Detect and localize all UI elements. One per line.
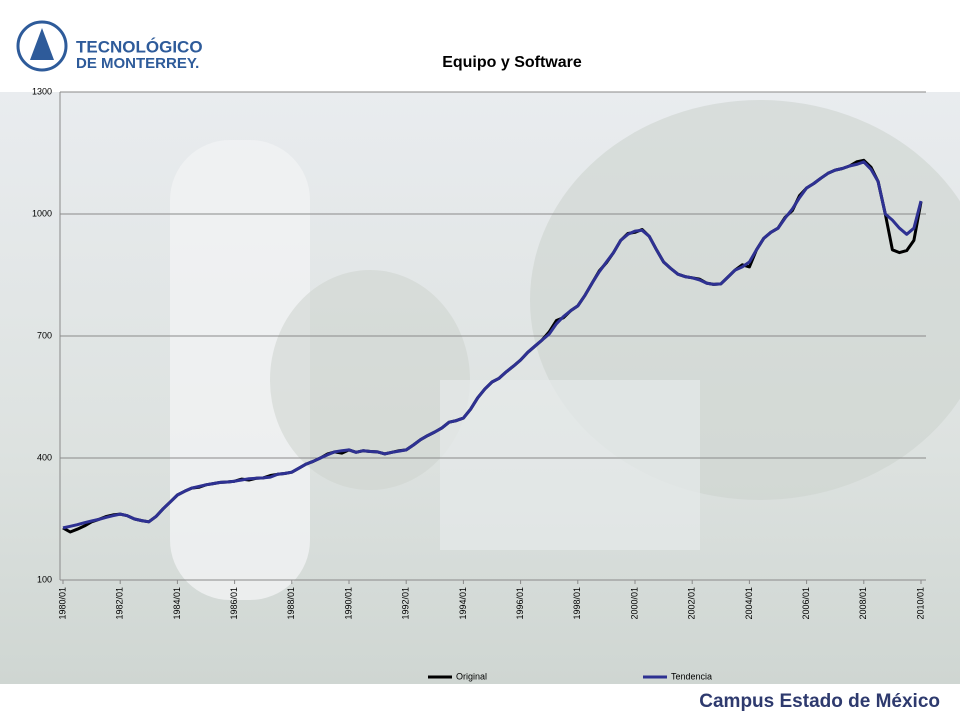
x-tick-label: 1998/01	[572, 587, 582, 620]
x-tick-label: 1992/01	[401, 587, 411, 620]
footer-text: Campus Estado de México	[699, 691, 940, 712]
photo-building	[440, 380, 700, 550]
y-tick-label: 400	[37, 452, 52, 462]
logo-text: DE MONTERREY.	[76, 55, 199, 72]
x-tick-label: 2008/01	[858, 587, 868, 620]
y-tick-label: 700	[37, 330, 52, 340]
legend-label: Tendencia	[671, 671, 712, 681]
footer-band	[0, 684, 960, 720]
logo: TECNOLÓGICO DE MONTERREY.	[16, 20, 203, 72]
x-tick-label: 1994/01	[458, 587, 468, 620]
x-tick-label: 2004/01	[744, 587, 754, 620]
chart-title: Equipo y Software	[442, 54, 582, 71]
x-tick-label: 2010/01	[915, 587, 925, 620]
y-tick-label: 1300	[32, 86, 52, 96]
legend-label: Original	[456, 671, 487, 681]
logo-emblem	[16, 20, 68, 72]
x-tick-label: 1988/01	[286, 587, 296, 620]
x-tick-label: 1982/01	[115, 587, 125, 620]
x-tick-label: 1996/01	[515, 587, 525, 620]
line-series	[62, 160, 923, 530]
x-tick-label: 1990/01	[343, 587, 353, 620]
y-tick-label: 1000	[32, 208, 52, 218]
logo-emblem	[30, 28, 54, 60]
x-tick-label: 2006/01	[801, 587, 811, 620]
photo-tree	[270, 270, 470, 490]
x-tick-label: 2000/01	[629, 587, 639, 620]
x-tick-label: 2002/01	[687, 587, 697, 620]
x-tick-label: 1980/01	[57, 587, 67, 620]
x-tick-label: 1984/01	[172, 587, 182, 620]
logo-text: TECNOLÓGICO	[76, 37, 203, 56]
x-tick-label: 1986/01	[229, 587, 239, 620]
y-tick-label: 100	[37, 574, 52, 584]
